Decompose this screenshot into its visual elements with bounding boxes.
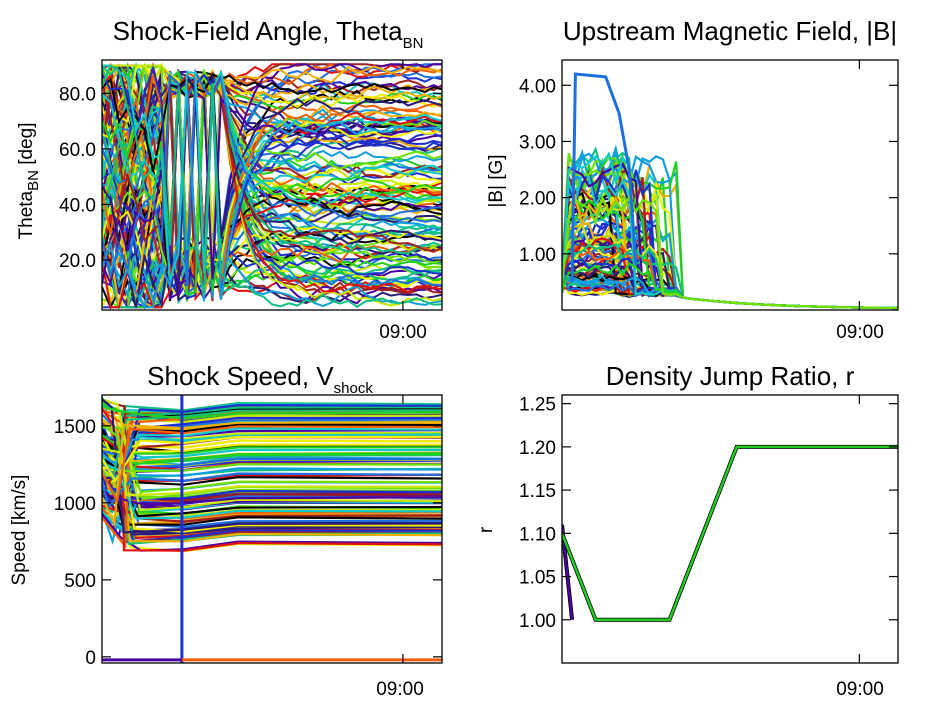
vshock-series-line <box>102 425 442 505</box>
panel-title: Shock Speed, Vshock <box>147 361 373 397</box>
series-traces <box>102 395 442 663</box>
y-tick-label: 4.00 <box>519 76 556 97</box>
axes: 1.00 1.05 1.10 1.15 1.20 1.25 <box>519 394 899 664</box>
x-tick-label: 09:00 <box>379 322 427 343</box>
vshock-series-line <box>102 398 442 512</box>
title-main: Shock-Field Angle, Theta <box>113 16 404 46</box>
vshock-series-line <box>102 486 442 505</box>
x-tick-label: 09:00 <box>376 679 424 700</box>
y-tick-label: 80.0 <box>59 84 96 105</box>
panel-title: Upstream Magnetic Field, |B| <box>563 16 897 46</box>
theta-series-line <box>102 64 442 295</box>
theta-series-line <box>102 75 442 309</box>
ratio-series-line <box>562 445 898 622</box>
theta-series-line <box>102 82 442 307</box>
theta-series-line <box>102 74 442 308</box>
vshock-series-line <box>102 433 442 531</box>
theta-series-line <box>102 69 442 296</box>
theta-series-line <box>102 64 442 281</box>
y-tick-label: 1.25 <box>519 395 556 416</box>
series-traces <box>562 72 898 310</box>
bfield-max-series-line <box>570 72 638 282</box>
panel-upstream-b: Upstream Magnetic Field, |B| |B| [G] 1.0… <box>486 16 899 343</box>
theta-series-line <box>102 64 442 309</box>
y-tick-label: 1.05 <box>519 568 556 589</box>
vshock-series-line <box>102 435 442 483</box>
theta-series-line <box>102 81 442 309</box>
theta-series-line <box>102 89 442 285</box>
y-axis-label: r <box>476 526 497 533</box>
y-tick-label: 40.0 <box>59 195 96 216</box>
vshock-series-line <box>102 398 442 534</box>
y-axis-label: Speed [km/s] <box>9 475 30 586</box>
plot-frame <box>101 59 443 311</box>
vshock-series-line <box>102 418 442 543</box>
theta-series-line <box>102 63 442 295</box>
vshock-series-line <box>102 424 442 473</box>
title-subscript: shock <box>334 380 374 397</box>
y-tick-label: 500 <box>64 571 96 592</box>
theta-series-line <box>102 65 442 297</box>
vshock-series-line <box>102 467 442 545</box>
plot-frame <box>101 394 443 664</box>
vshock-series-line <box>102 405 442 420</box>
panel-theta-bn: Shock-Field Angle, ThetaBN ThetaBN [deg]… <box>16 16 443 343</box>
panel-shock-speed: Shock Speed, Vshock Speed [km/s] 0 500 100… <box>9 361 443 700</box>
theta-series-line <box>102 64 442 307</box>
y-tick-label: 3.00 <box>519 132 556 153</box>
theta-series-line <box>102 69 442 310</box>
bfield-series-line <box>562 194 898 310</box>
axes: 1.00 2.00 3.00 4.00 <box>519 59 899 311</box>
theta-series-line <box>102 73 442 267</box>
panel-density-ratio: Density Jump Ratio, r r 1.00 1.05 1.10 1.15… <box>476 361 899 700</box>
y-axis-label: ThetaBN [deg] <box>16 123 42 240</box>
panel-title: Density Jump Ratio, r <box>606 361 855 391</box>
y-tick-label: 1000 <box>54 494 96 515</box>
series-traces <box>562 444 898 622</box>
y-tick-label: 60.0 <box>59 140 96 161</box>
y-tick-label: 1.15 <box>519 481 556 502</box>
vshock-series-line <box>102 410 442 549</box>
ylabel-subscript: BN <box>25 170 42 191</box>
plot-frame <box>561 59 899 311</box>
theta-series-line <box>102 71 442 288</box>
theta-series-line <box>102 74 442 280</box>
ylabel-tail: [deg] <box>16 123 37 171</box>
theta-series-line <box>102 73 442 173</box>
y-tick-label: 1.00 <box>519 611 556 632</box>
ylabel-main: Theta <box>16 190 37 239</box>
x-tick-label: 09:00 <box>836 679 884 700</box>
title-main: Shock Speed, V <box>147 361 334 391</box>
plot-frame <box>561 394 899 664</box>
y-tick-label: 20.0 <box>59 251 96 272</box>
vshock-series-line <box>102 421 442 528</box>
y-axis-label: |B| [G] <box>486 154 507 207</box>
series-traces <box>102 61 442 310</box>
theta-series-line <box>102 71 442 309</box>
y-tick-label: 0 <box>85 648 96 669</box>
axes: 20.0 40.0 60.0 80.0 <box>59 59 443 311</box>
theta-series-line <box>102 78 442 289</box>
y-tick-label: 1500 <box>54 417 96 438</box>
theta-series-line <box>102 68 442 287</box>
y-tick-label: 1.00 <box>519 245 556 266</box>
theta-series-line <box>102 83 442 309</box>
vshock-series-line <box>102 401 442 514</box>
y-tick-label: 1.20 <box>519 438 556 459</box>
y-tick-label: 2.00 <box>519 189 556 210</box>
panel-title: Shock-Field Angle, ThetaBN <box>113 16 424 52</box>
vshock-series-line <box>102 403 442 496</box>
vshock-series-line <box>102 447 442 497</box>
theta-series-line <box>102 89 442 309</box>
theta-series-line <box>102 74 442 310</box>
title-subscript: BN <box>403 35 424 52</box>
bfield-series-line <box>562 280 898 310</box>
x-tick-label: 09:00 <box>836 322 884 343</box>
axes: 0 500 1000 1500 <box>54 394 443 669</box>
y-tick-label: 1.10 <box>519 524 556 545</box>
ratio-series-outline <box>562 444 898 622</box>
theta-series-line <box>102 62 442 212</box>
theta-series-line <box>102 64 442 266</box>
